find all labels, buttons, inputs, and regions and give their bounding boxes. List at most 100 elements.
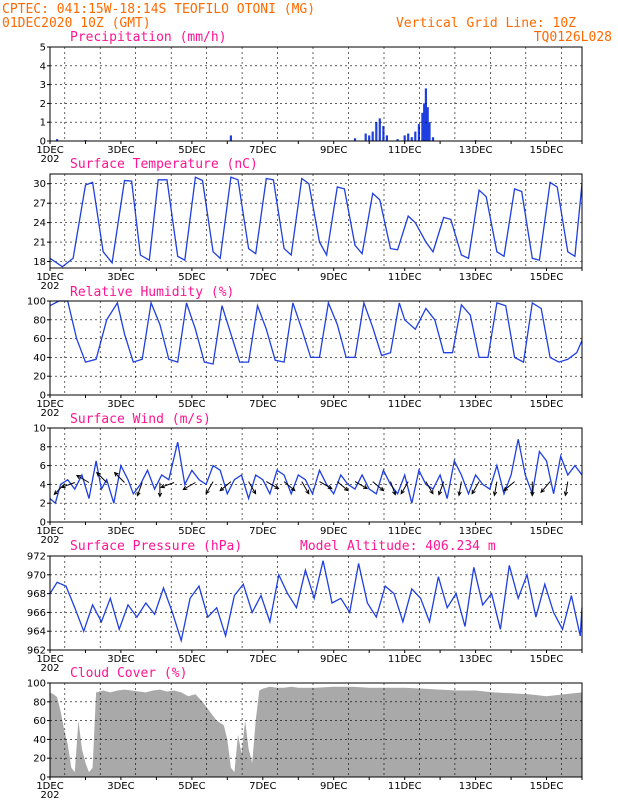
y-tick-label: 60 bbox=[33, 716, 46, 727]
vertical-grid-line-note: Vertical Grid Line: 10Z bbox=[396, 16, 576, 31]
precipitation-title: Precipitation (mm/h) bbox=[70, 30, 227, 45]
wind-arrow bbox=[219, 481, 232, 492]
wind-arrow-head bbox=[305, 489, 310, 495]
panel-frame bbox=[49, 46, 583, 142]
wind-arrow-shaft bbox=[266, 481, 279, 490]
wind-arrow-shaft bbox=[219, 481, 232, 491]
panel-frame bbox=[49, 682, 583, 778]
x-tick-label: 7DEC bbox=[249, 145, 276, 156]
wind-arrow bbox=[60, 482, 75, 489]
series-line bbox=[49, 560, 583, 644]
wind-arrow-head bbox=[75, 474, 81, 480]
wind-arrow bbox=[503, 481, 515, 492]
y-tick-label: 5 bbox=[40, 43, 46, 54]
x-tick-label: 11DEC bbox=[388, 781, 422, 792]
wind-arrow-shaft bbox=[438, 481, 445, 495]
wind-arrow-shaft bbox=[96, 472, 108, 483]
x-tick-label: 5DEC bbox=[178, 654, 205, 665]
wind-arrow-shaft bbox=[564, 481, 569, 496]
wind-arrow-shaft bbox=[248, 481, 257, 494]
wind-title: Surface Wind (m/s) bbox=[70, 412, 211, 427]
x-tick-label: 5DEC bbox=[178, 272, 205, 283]
y-tick-label: 6 bbox=[40, 461, 46, 472]
wind-arrow-head bbox=[471, 489, 476, 495]
temperature-panel: Surface Temperature (nC) 18 21 24 27 30 1DEC 3… bbox=[33, 157, 583, 292]
x-tick-label: 1DEC bbox=[36, 399, 63, 410]
cloud-cover-area bbox=[50, 686, 582, 777]
wind-arrow-head bbox=[492, 491, 498, 497]
x-tick-label: 13DEC bbox=[459, 781, 493, 792]
x-tick-label: 3DEC bbox=[107, 399, 134, 410]
wind-arrow bbox=[205, 481, 214, 495]
y-tick-label: 1 bbox=[40, 118, 46, 129]
wind-arrow bbox=[182, 482, 196, 491]
y-tick-label: 80 bbox=[33, 697, 46, 708]
wind-arrow-shaft bbox=[183, 482, 196, 490]
wind-arrow-shaft bbox=[336, 481, 349, 491]
series-line bbox=[49, 300, 583, 365]
wind-arrow-head bbox=[182, 485, 188, 491]
wind-arrow-shaft bbox=[76, 475, 90, 483]
x-tick-label: 7DEC bbox=[249, 654, 276, 665]
wind-arrow-shaft bbox=[425, 481, 434, 494]
wind-arrow-shaft bbox=[458, 481, 462, 496]
wind-arrow-shaft bbox=[540, 481, 551, 493]
wind-panel: Surface Wind (m/s) 0 2 4 6 8 10 1DEC 3DEC 5DEC 7D… bbox=[33, 412, 583, 546]
wind-arrow-head bbox=[563, 491, 569, 497]
precip-bar bbox=[407, 133, 410, 141]
wind-arrow-head bbox=[60, 484, 66, 489]
precip-bar bbox=[364, 133, 367, 141]
y-tick-label: 0 bbox=[40, 518, 46, 529]
year-stub-label: 202 bbox=[40, 535, 59, 546]
x-tick-label: 15DEC bbox=[530, 145, 564, 156]
wind-arrow-head bbox=[400, 489, 405, 495]
model-code: TQ0126L028 bbox=[534, 30, 612, 45]
panel-frame bbox=[49, 173, 583, 269]
precip-bar bbox=[414, 131, 417, 141]
wind-arrow-head bbox=[157, 492, 163, 498]
wind-arrow-head bbox=[343, 486, 349, 492]
wind-arrow-shaft bbox=[283, 481, 296, 491]
precip-bar bbox=[410, 137, 413, 141]
wind-arrow bbox=[563, 481, 569, 497]
wind-arrow bbox=[492, 481, 498, 497]
wind-arrow-shaft bbox=[354, 481, 368, 490]
wind-arrow-shaft bbox=[493, 481, 498, 496]
precip-bar bbox=[396, 139, 399, 141]
cloud-cover-panel: Cloud Cover (%) 0 20 40 60 80 100 1DEC 3DEC 5DEC… bbox=[27, 666, 583, 800]
pressure-title: Surface Pressure (hPa) bbox=[70, 539, 242, 554]
precip-bar bbox=[371, 131, 374, 141]
wind-arrow-shaft bbox=[471, 481, 480, 494]
wind-arrow bbox=[438, 481, 445, 496]
x-tick-label: 11DEC bbox=[388, 526, 422, 537]
y-tick-label: 968 bbox=[27, 589, 46, 600]
y-tick-label: 2 bbox=[40, 499, 46, 510]
y-tick-label: 970 bbox=[27, 570, 46, 581]
run-time-header: 01DEC2020 10Z (GMT) bbox=[2, 16, 151, 31]
precip-bar bbox=[375, 122, 378, 141]
year-stub-label: 202 bbox=[40, 408, 59, 419]
x-tick-label: 1DEC bbox=[36, 781, 63, 792]
x-tick-label: 15DEC bbox=[530, 654, 564, 665]
x-tick-label: 7DEC bbox=[249, 272, 276, 283]
wind-arrow-shaft bbox=[205, 481, 214, 494]
precipitation-panel: Precipitation (mm/h) 0 1 2 3 4 5 1DEC 3DEC 5DEC 7… bbox=[36, 30, 583, 165]
wind-arrow bbox=[319, 481, 333, 490]
wind-arrow-shaft bbox=[390, 481, 396, 495]
x-tick-label: 5DEC bbox=[178, 399, 205, 410]
x-tick-label: 3DEC bbox=[107, 145, 134, 156]
x-tick-label: 9DEC bbox=[320, 399, 347, 410]
precip-bar bbox=[385, 135, 388, 141]
wind-arrow-shaft bbox=[372, 481, 384, 491]
wind-arrow-head bbox=[503, 486, 508, 492]
model-altitude-label: Model Altitude: 406.234 m bbox=[300, 539, 496, 554]
year-stub-label: 202 bbox=[40, 790, 59, 800]
x-tick-label: 5DEC bbox=[178, 145, 205, 156]
x-tick-label: 13DEC bbox=[459, 526, 493, 537]
x-tick-label: 1DEC bbox=[36, 272, 63, 283]
x-tick-label: 5DEC bbox=[178, 526, 205, 537]
y-tick-label: 20 bbox=[33, 754, 46, 765]
y-tick-label: 0 bbox=[40, 137, 46, 148]
x-tick-label: 5DEC bbox=[178, 781, 205, 792]
